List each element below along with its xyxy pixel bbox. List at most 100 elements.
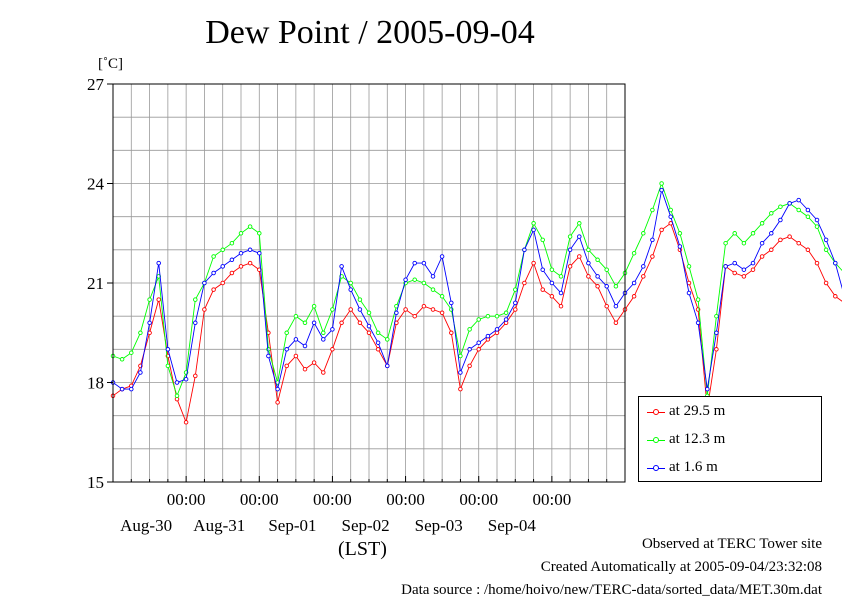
data-point — [293, 337, 299, 342]
data-point — [741, 274, 747, 279]
data-point — [732, 260, 737, 266]
data-point — [805, 207, 811, 213]
data-point — [540, 287, 545, 292]
data-point — [522, 280, 527, 286]
data-point — [202, 307, 207, 312]
x-tick-date-label: Sep-04 — [488, 516, 537, 535]
data-point — [558, 303, 564, 309]
data-point — [385, 337, 390, 342]
data-point — [714, 347, 719, 352]
data-point — [686, 290, 692, 296]
data-point — [503, 317, 509, 322]
data-point — [375, 330, 381, 336]
data-point — [211, 287, 216, 292]
data-point — [577, 221, 582, 226]
data-point — [229, 270, 235, 276]
data-point — [695, 297, 701, 302]
footer-created: Created Automatically at 2005-09-04/23:3… — [540, 559, 822, 575]
data-point — [814, 217, 820, 223]
data-point — [339, 264, 344, 269]
data-point — [787, 201, 792, 206]
data-point — [174, 380, 180, 385]
y-tick-label: 27 — [87, 75, 105, 94]
data-point — [595, 274, 600, 279]
data-point — [833, 294, 838, 299]
data-point — [805, 247, 811, 253]
data-point — [750, 267, 756, 272]
data-point — [549, 294, 555, 299]
data-point — [238, 231, 244, 236]
data-point — [668, 214, 673, 219]
data-point — [247, 247, 253, 253]
data-point — [348, 280, 353, 286]
data-point — [476, 340, 481, 345]
data-point — [595, 284, 600, 289]
x-tick-time-label: 00:00 — [386, 490, 425, 509]
data-point — [787, 234, 792, 239]
data-point — [193, 373, 198, 379]
data-point — [705, 386, 710, 392]
data-point — [375, 347, 381, 352]
data-point — [220, 247, 225, 253]
data-point — [357, 307, 363, 312]
y-axis-unit-label: [˚C] — [98, 56, 123, 72]
data-point — [311, 320, 317, 326]
data-point — [778, 237, 783, 243]
data-point — [302, 366, 308, 372]
data-point — [439, 310, 445, 316]
data-point — [321, 370, 326, 375]
x-tick-time-label: 00:00 — [313, 490, 352, 509]
data-point — [421, 260, 427, 266]
series-line — [112, 188, 842, 390]
data-point — [138, 370, 143, 375]
data-point — [412, 277, 417, 282]
x-axis-label: (LST) — [338, 538, 387, 560]
data-point — [567, 234, 573, 239]
data-point — [796, 240, 801, 246]
data-point — [330, 307, 335, 312]
data-point — [284, 347, 289, 352]
data-point — [357, 297, 363, 302]
y-tick-label: 15 — [87, 473, 104, 492]
series-2 — [110, 181, 842, 399]
x-tick-time-label: 00:00 — [240, 490, 279, 509]
data-point — [193, 297, 198, 302]
data-point — [193, 320, 198, 326]
data-point — [366, 330, 372, 336]
data-point — [476, 317, 481, 322]
data-point — [403, 307, 408, 312]
data-point — [275, 400, 280, 405]
data-point — [156, 260, 161, 266]
data-point — [540, 267, 545, 272]
data-point — [659, 181, 664, 186]
data-point — [650, 237, 655, 243]
data-point — [732, 231, 737, 236]
data-point — [266, 353, 271, 359]
data-point — [677, 231, 683, 236]
data-point — [714, 330, 719, 336]
data-point — [229, 240, 235, 246]
data-point — [531, 221, 536, 226]
data-point — [814, 224, 820, 229]
x-tick-date-label: Aug-31 — [193, 516, 245, 535]
footer-source: Data source : /home/hoivo/new/TERC-data/… — [401, 582, 822, 598]
x-tick-time-label: 00:00 — [532, 490, 571, 509]
data-point — [412, 260, 417, 266]
axis-ticks: 15 18 21 24 27 00:00 Aug-30 00:00 Aug-31 00:00 Sep… — [87, 75, 626, 535]
data-point — [458, 370, 463, 375]
data-point — [147, 297, 152, 302]
data-point — [321, 337, 326, 342]
data-point — [330, 347, 335, 352]
data-point — [449, 330, 454, 336]
data-point — [695, 320, 701, 326]
data-point — [677, 244, 683, 249]
data-point — [366, 323, 372, 329]
grid-lines — [112, 83, 626, 483]
data-point — [759, 254, 765, 259]
data-point — [339, 320, 344, 326]
data-point — [421, 303, 427, 309]
data-point — [302, 343, 308, 349]
data-point — [494, 327, 500, 332]
data-point — [604, 267, 609, 272]
data-point — [522, 247, 527, 253]
